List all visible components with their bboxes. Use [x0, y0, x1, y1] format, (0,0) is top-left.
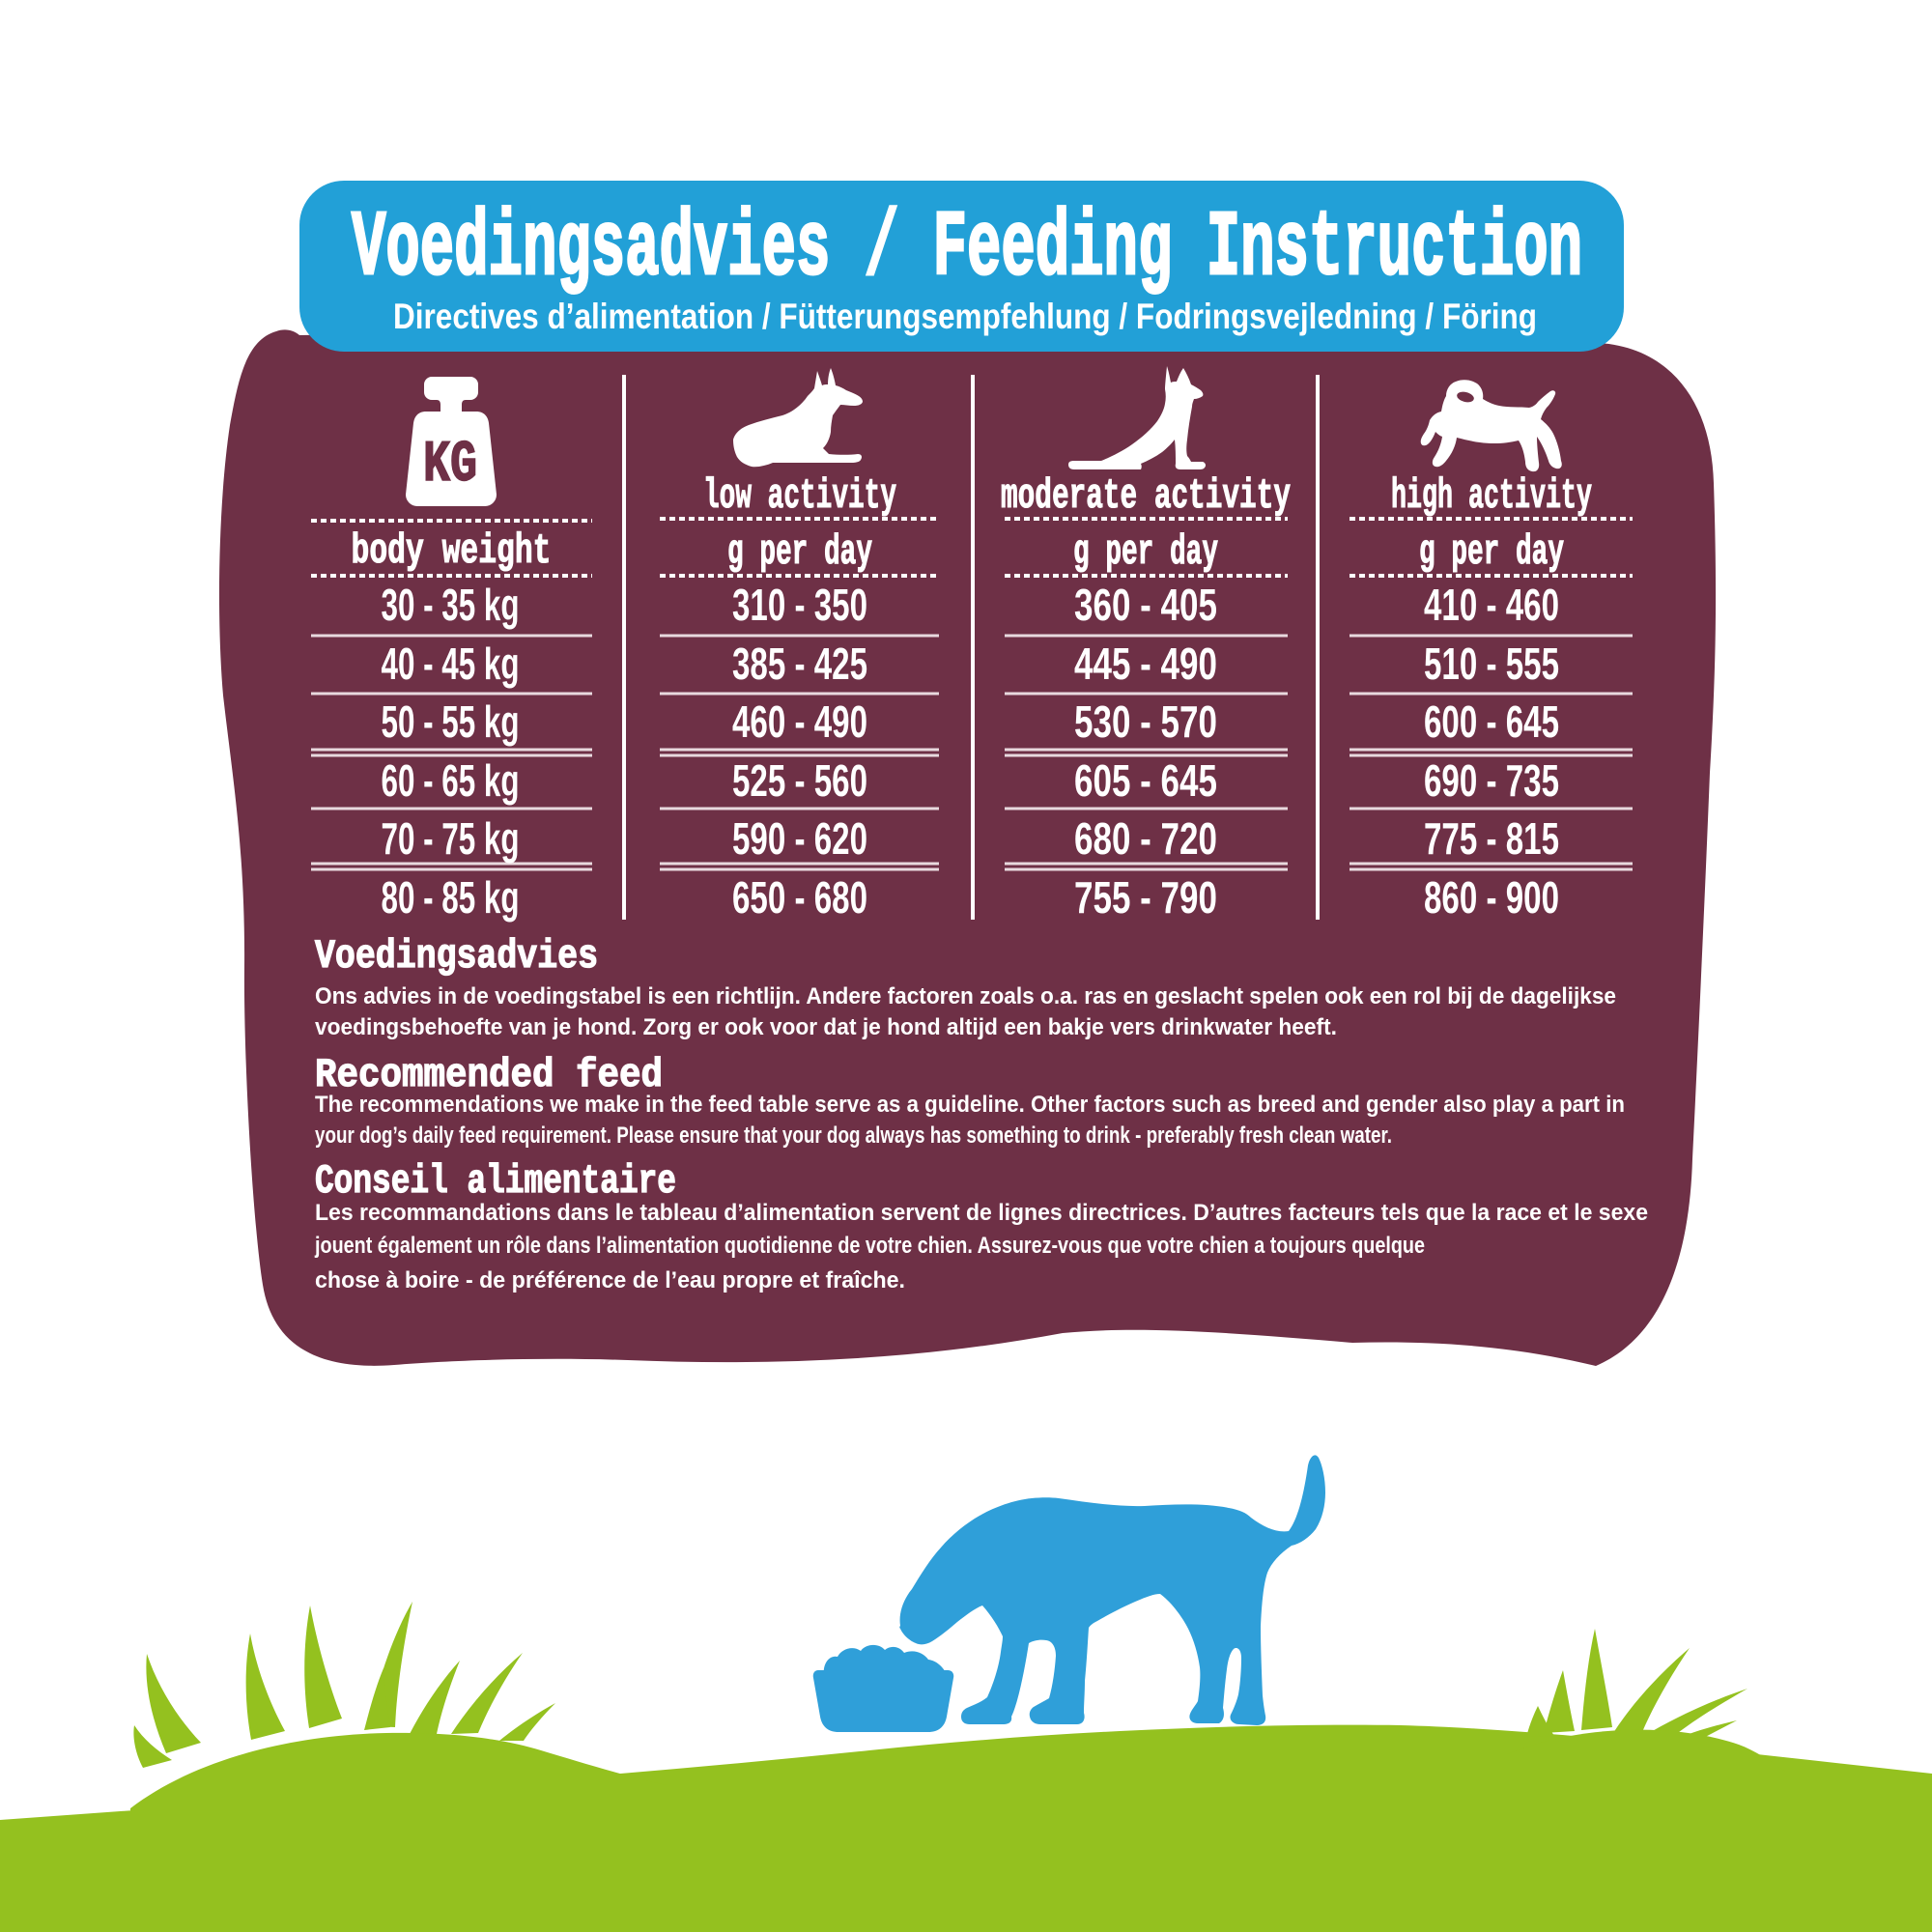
svg-text:755 - 790: 755 - 790: [1074, 872, 1217, 923]
svg-text:775 - 815: 775 - 815: [1424, 813, 1559, 864]
svg-text:Conseil alimentaire: Conseil alimentaire: [315, 1158, 676, 1205]
svg-text:605 - 645: 605 - 645: [1074, 755, 1217, 806]
svg-text:525 - 560: 525 - 560: [732, 755, 867, 806]
svg-text:Directives d’alimentation / Fü: Directives d’alimentation / Fütterungsem…: [393, 297, 1537, 336]
svg-text:Recommended feed: Recommended feed: [315, 1052, 663, 1098]
svg-text:530 - 570: 530 - 570: [1074, 696, 1217, 747]
svg-text:low activity: low activity: [703, 472, 896, 521]
svg-text:590 - 620: 590 - 620: [732, 813, 867, 864]
svg-text:Les recommandations dans le ta: Les recommandations dans le tableau d’al…: [315, 1200, 1648, 1226]
svg-text:600 - 645: 600 - 645: [1424, 696, 1559, 747]
svg-text:Voedingsadvies / Feeding Instr: Voedingsadvies / Feeding Instruction: [352, 196, 1582, 301]
svg-text:moderate activity: moderate activity: [1001, 472, 1291, 521]
svg-text:510 - 555: 510 - 555: [1424, 639, 1559, 689]
svg-text:60 - 65 kg: 60 - 65 kg: [382, 755, 520, 806]
svg-text:310 - 350: 310 - 350: [732, 580, 867, 630]
svg-text:Voedingsadvies: Voedingsadvies: [315, 933, 598, 980]
svg-text:g per day: g per day: [1419, 528, 1564, 577]
svg-text:voedingsbehoefte van je hond.: voedingsbehoefte van je hond. Zorg er oo…: [315, 1014, 1337, 1040]
svg-text:410 - 460: 410 - 460: [1424, 580, 1559, 630]
svg-text:your dog’s daily feed requirem: your dog’s daily feed requirement. Pleas…: [315, 1122, 1392, 1149]
svg-text:body weight: body weight: [352, 527, 552, 576]
svg-text:690 - 735: 690 - 735: [1424, 755, 1559, 806]
svg-text:680 - 720: 680 - 720: [1074, 813, 1217, 864]
svg-text:g per day: g per day: [1073, 528, 1218, 577]
svg-text:80 - 85 kg: 80 - 85 kg: [382, 872, 520, 923]
svg-text:70 - 75 kg: 70 - 75 kg: [382, 813, 520, 864]
svg-text:445 - 490: 445 - 490: [1074, 639, 1217, 689]
svg-text:860 - 900: 860 - 900: [1424, 872, 1559, 923]
svg-text:The recommendations we make in: The recommendations we make in the feed …: [315, 1092, 1625, 1118]
svg-text:30 - 35 kg: 30 - 35 kg: [382, 580, 520, 630]
svg-text:high activity: high activity: [1391, 472, 1592, 521]
svg-text:40 - 45 kg: 40 - 45 kg: [382, 639, 520, 689]
svg-text:g per day: g per day: [727, 528, 872, 577]
svg-text:460 - 490: 460 - 490: [732, 696, 867, 747]
svg-text:jouent également un rôle dans: jouent également un rôle dans l’alimenta…: [314, 1233, 1425, 1259]
svg-text:chose à boire - de préférence: chose à boire - de préférence de l’eau p…: [315, 1267, 905, 1293]
svg-text:650 - 680: 650 - 680: [732, 872, 867, 923]
svg-text:360 - 405: 360 - 405: [1074, 580, 1217, 630]
svg-text:Ons advies in de voedingstabel: Ons advies in de voedingstabel is een ri…: [315, 983, 1616, 1009]
svg-text:385 - 425: 385 - 425: [732, 639, 867, 689]
svg-text:KG: KG: [423, 433, 477, 498]
svg-text:50 - 55 kg: 50 - 55 kg: [382, 696, 520, 747]
